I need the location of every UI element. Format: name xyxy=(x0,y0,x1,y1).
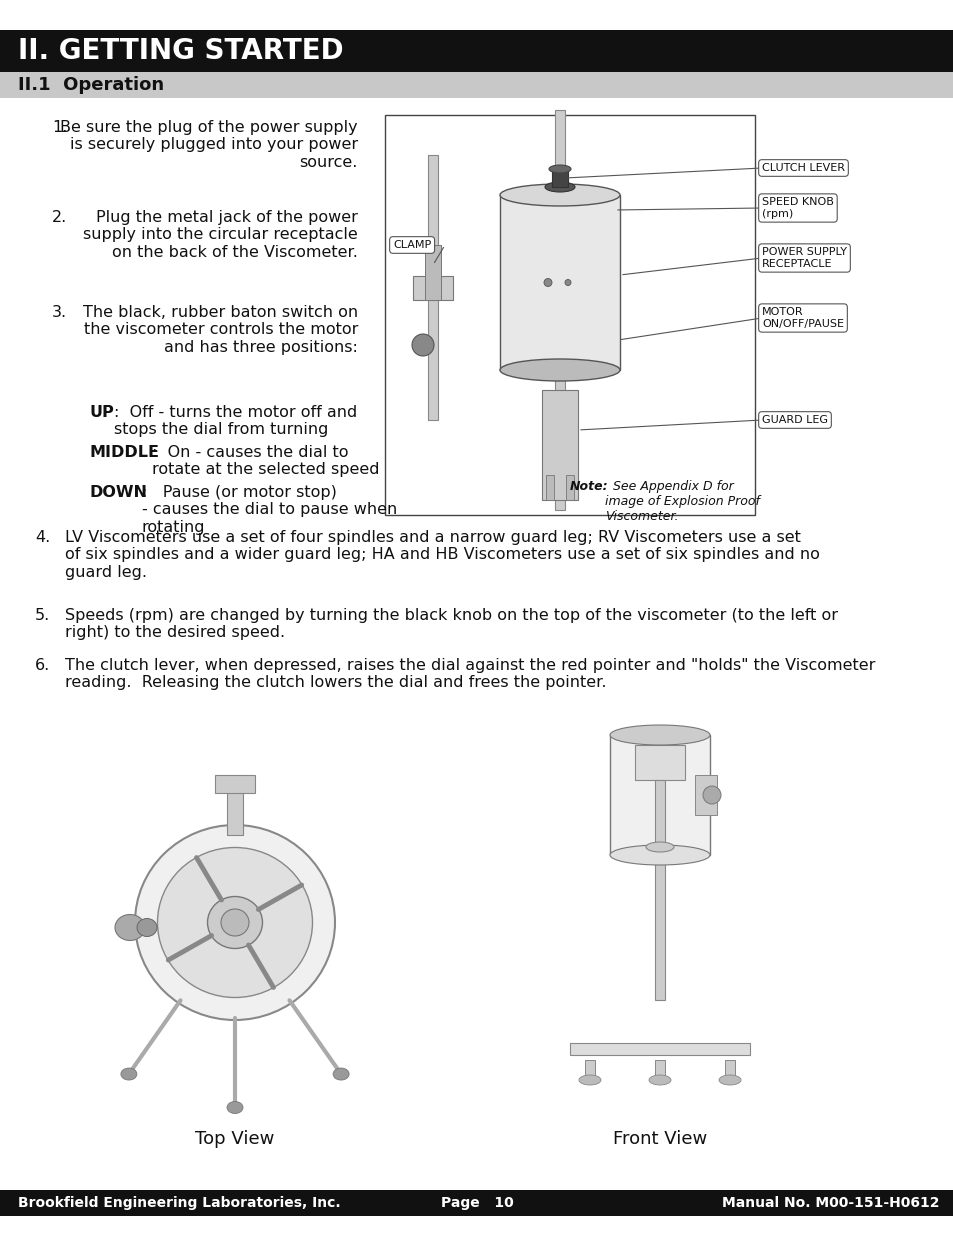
Text: CLAMP: CLAMP xyxy=(393,240,431,249)
Text: Be sure the plug of the power supply
is securely plugged into your power
source.: Be sure the plug of the power supply is … xyxy=(60,120,357,169)
Bar xyxy=(635,745,684,781)
Bar xyxy=(385,115,754,515)
Text: Note:: Note: xyxy=(569,480,608,493)
Text: UP: UP xyxy=(90,405,114,420)
Text: POWER SUPPLY
RECEPTACLE: POWER SUPPLY RECEPTACLE xyxy=(761,247,846,269)
Bar xyxy=(499,195,619,370)
Text: MOTOR
ON/OFF/PAUSE: MOTOR ON/OFF/PAUSE xyxy=(761,308,843,329)
Text: Page   10: Page 10 xyxy=(440,1195,513,1210)
Text: Front View: Front View xyxy=(612,1130,706,1149)
Text: SPEED KNOB
(rpm): SPEED KNOB (rpm) xyxy=(761,198,833,219)
Bar xyxy=(413,275,453,300)
Ellipse shape xyxy=(121,1068,136,1081)
Text: II. GETTING STARTED: II. GETTING STARTED xyxy=(18,37,343,65)
Bar xyxy=(541,390,578,500)
Bar xyxy=(552,169,567,186)
Text: LV Viscometers use a set of four spindles and a narrow guard leg; RV Viscometers: LV Viscometers use a set of four spindle… xyxy=(65,530,819,579)
Text: 1.: 1. xyxy=(52,120,68,135)
Bar xyxy=(0,1191,953,1216)
Ellipse shape xyxy=(609,725,709,745)
Bar xyxy=(655,730,664,755)
Bar xyxy=(695,776,717,815)
Ellipse shape xyxy=(115,914,145,941)
Bar xyxy=(214,774,254,793)
Text: :  Off - turns the motor off and
stops the dial from turning: : Off - turns the motor off and stops th… xyxy=(113,405,356,437)
Text: II.1  Operation: II.1 Operation xyxy=(18,77,164,94)
Bar xyxy=(0,30,953,72)
Bar xyxy=(0,72,953,98)
Text: The clutch lever, when depressed, raises the dial against the red pointer and "h: The clutch lever, when depressed, raises… xyxy=(65,658,875,690)
Text: CLUTCH LEVER: CLUTCH LEVER xyxy=(761,163,844,173)
Text: Top View: Top View xyxy=(195,1130,274,1149)
Bar xyxy=(227,784,243,835)
Bar xyxy=(555,110,564,510)
Bar xyxy=(569,1044,749,1055)
Text: MIDDLE: MIDDLE xyxy=(90,445,160,459)
Ellipse shape xyxy=(702,785,720,804)
Text: 3.: 3. xyxy=(52,305,67,320)
Bar xyxy=(424,245,440,300)
Text: :  On - causes the dial to
rotate at the selected speed: : On - causes the dial to rotate at the … xyxy=(152,445,379,478)
Ellipse shape xyxy=(548,165,571,173)
Ellipse shape xyxy=(564,279,571,285)
Ellipse shape xyxy=(227,1102,243,1114)
Ellipse shape xyxy=(719,1074,740,1086)
Ellipse shape xyxy=(648,1074,670,1086)
Ellipse shape xyxy=(208,897,262,948)
Bar xyxy=(545,475,554,500)
Text: Brookfield Engineering Laboratories, Inc.: Brookfield Engineering Laboratories, Inc… xyxy=(18,1195,340,1210)
Bar xyxy=(428,156,437,420)
Ellipse shape xyxy=(645,842,673,852)
Ellipse shape xyxy=(499,359,619,382)
Ellipse shape xyxy=(137,919,157,936)
Text: 2.: 2. xyxy=(52,210,67,225)
Ellipse shape xyxy=(412,333,434,356)
Ellipse shape xyxy=(157,847,313,998)
Bar xyxy=(655,781,664,1000)
Bar xyxy=(724,1060,734,1079)
Bar xyxy=(609,735,709,855)
Text: 4.: 4. xyxy=(35,530,51,545)
Text: 5.: 5. xyxy=(35,608,51,622)
Bar xyxy=(655,1060,664,1079)
Text: See Appendix D for
image of Explosion Proof
Viscometer.: See Appendix D for image of Explosion Pr… xyxy=(604,480,760,522)
Ellipse shape xyxy=(333,1068,349,1081)
Text: DOWN: DOWN xyxy=(90,485,148,500)
Ellipse shape xyxy=(578,1074,600,1086)
Text: Speeds (rpm) are changed by turning the black knob on the top of the viscometer : Speeds (rpm) are changed by turning the … xyxy=(65,608,837,641)
Ellipse shape xyxy=(609,845,709,864)
Text: GUARD LEG: GUARD LEG xyxy=(761,415,827,425)
Ellipse shape xyxy=(544,182,575,191)
Text: 6.: 6. xyxy=(35,658,51,673)
Text: Manual No. M00-151-H0612: Manual No. M00-151-H0612 xyxy=(721,1195,939,1210)
Text: Plug the metal jack of the power
supply into the circular receptacle
on the back: Plug the metal jack of the power supply … xyxy=(83,210,357,259)
Bar xyxy=(565,475,574,500)
Ellipse shape xyxy=(135,825,335,1020)
Ellipse shape xyxy=(543,279,552,287)
Text: The black, rubber baton switch on
the viscometer controls the motor
and has thre: The black, rubber baton switch on the vi… xyxy=(83,305,357,354)
Ellipse shape xyxy=(221,909,249,936)
Text: :   Pause (or motor stop)
- causes the dial to pause when
rotating: : Pause (or motor stop) - causes the dia… xyxy=(142,485,396,535)
Bar xyxy=(584,1060,595,1079)
Ellipse shape xyxy=(499,184,619,206)
